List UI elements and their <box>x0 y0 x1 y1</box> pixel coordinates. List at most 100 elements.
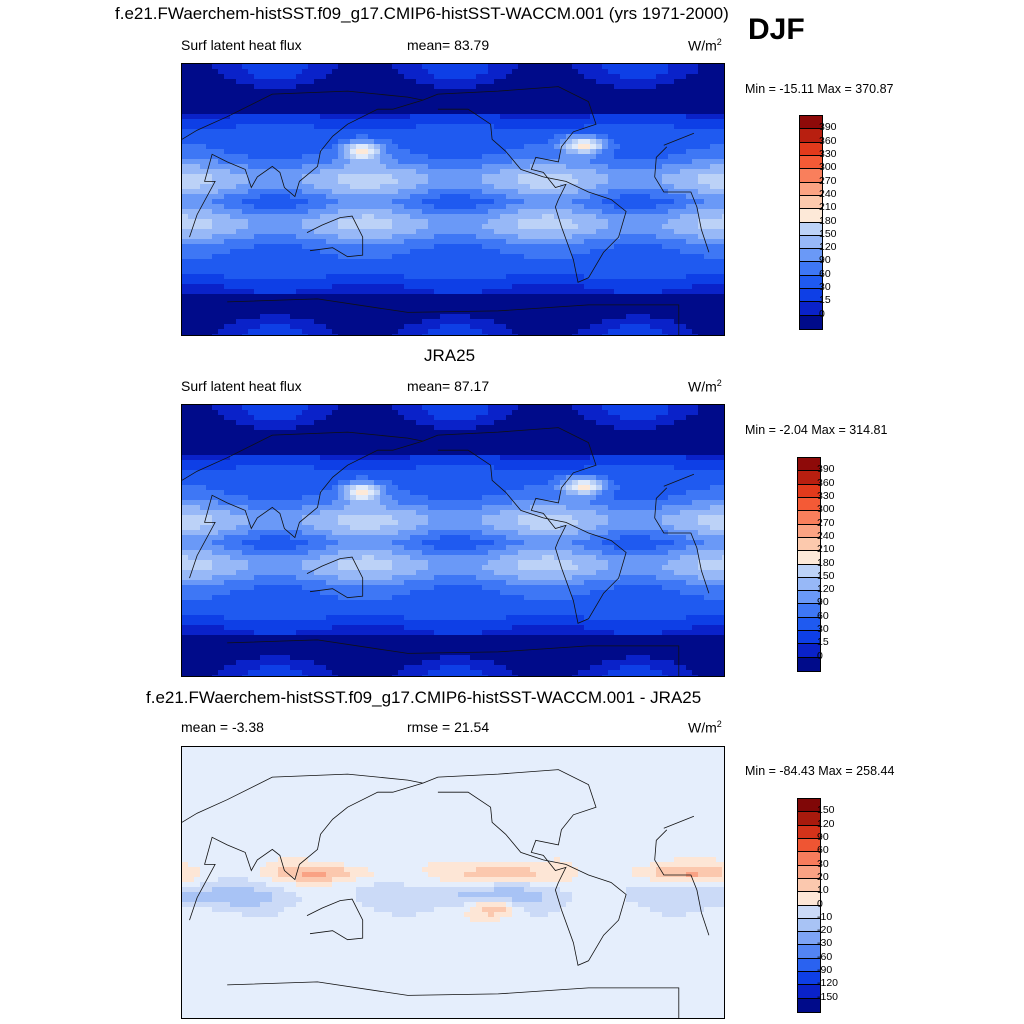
field-cell <box>632 269 639 275</box>
field-cell <box>374 204 381 210</box>
field-cell <box>608 324 615 330</box>
field-cell <box>416 169 423 175</box>
field-cell <box>710 119 717 125</box>
field-cell <box>392 79 399 85</box>
field-cell <box>494 109 501 115</box>
field-cell <box>452 199 459 205</box>
field-cell <box>434 204 441 210</box>
field-cell <box>248 84 255 90</box>
field-cell <box>644 69 651 75</box>
field-cell <box>428 154 435 160</box>
field-cell <box>302 134 309 140</box>
field-cell <box>242 84 249 90</box>
field-cell <box>332 79 339 85</box>
field-cell <box>482 84 489 90</box>
field-cell <box>650 134 657 140</box>
field-cell <box>452 264 459 270</box>
field-cell <box>512 259 519 265</box>
field-cell <box>182 269 189 275</box>
field-cell <box>236 79 243 85</box>
field-cell <box>404 129 411 135</box>
field-cell <box>230 214 237 220</box>
field-cell <box>626 149 633 155</box>
field-cell <box>620 184 627 190</box>
field-cell <box>656 329 663 335</box>
field-cell <box>488 159 495 165</box>
field-cell <box>722 224 724 230</box>
field-cell <box>680 134 687 140</box>
field-cell <box>218 114 225 120</box>
field-cell <box>410 64 417 70</box>
field-cell <box>272 229 279 235</box>
field-cell <box>686 144 693 150</box>
field-cell <box>236 124 243 130</box>
field-cell <box>320 229 327 235</box>
field-cell <box>452 229 459 235</box>
field-cell <box>218 279 225 285</box>
field-cell <box>674 64 681 70</box>
field-cell <box>290 229 297 235</box>
field-cell <box>182 239 189 245</box>
field-cell <box>482 184 489 190</box>
field-cell <box>584 319 591 325</box>
field-cell <box>398 129 405 135</box>
field-cell <box>284 189 291 195</box>
field-cell <box>722 74 724 80</box>
field-cell <box>344 74 351 80</box>
field-cell <box>350 289 357 295</box>
field-cell <box>266 224 273 230</box>
field-cell <box>476 224 483 230</box>
field-cell <box>422 199 429 205</box>
field-cell <box>704 284 711 290</box>
field-cell <box>338 189 345 195</box>
field-cell <box>350 319 357 325</box>
field-cell <box>614 319 621 325</box>
field-cell <box>572 159 579 165</box>
field-cell <box>374 324 381 330</box>
field-cell <box>566 239 573 245</box>
field-cell <box>536 289 543 295</box>
field-cell <box>710 154 717 160</box>
field-cell <box>614 99 621 105</box>
field-cell <box>428 224 435 230</box>
field-cell <box>350 249 357 255</box>
field-cell <box>266 234 273 240</box>
field-cell <box>614 229 621 235</box>
field-cell <box>302 259 309 265</box>
field-cell <box>296 224 303 230</box>
field-cell <box>224 314 231 320</box>
field-cell <box>368 189 375 195</box>
field-cell <box>638 304 645 310</box>
field-cell <box>218 124 225 130</box>
field-cell <box>566 234 573 240</box>
field-cell <box>296 79 303 85</box>
field-cell <box>722 304 724 310</box>
field-cell <box>392 174 399 180</box>
field-cell <box>608 264 615 270</box>
field-cell <box>476 174 483 180</box>
field-cell <box>320 264 327 270</box>
field-cell <box>434 159 441 165</box>
field-cell <box>338 129 345 135</box>
field-cell <box>206 299 213 305</box>
field-cell <box>248 169 255 175</box>
field-cell <box>590 264 597 270</box>
field-cell <box>410 314 417 320</box>
field-cell <box>404 99 411 105</box>
field-cell <box>722 89 724 95</box>
field-cell <box>602 299 609 305</box>
field-cell <box>200 109 207 115</box>
field-cell <box>350 244 357 250</box>
field-cell <box>542 154 549 160</box>
field-cell <box>716 279 723 285</box>
field-cell <box>200 249 207 255</box>
field-cell <box>656 104 663 110</box>
field-cell <box>578 289 585 295</box>
field-cell <box>284 214 291 220</box>
field-cell <box>506 264 513 270</box>
field-cell <box>530 134 537 140</box>
field-cell <box>296 149 303 155</box>
field-cell <box>242 204 249 210</box>
field-cell <box>344 244 351 250</box>
field-cell <box>506 144 513 150</box>
